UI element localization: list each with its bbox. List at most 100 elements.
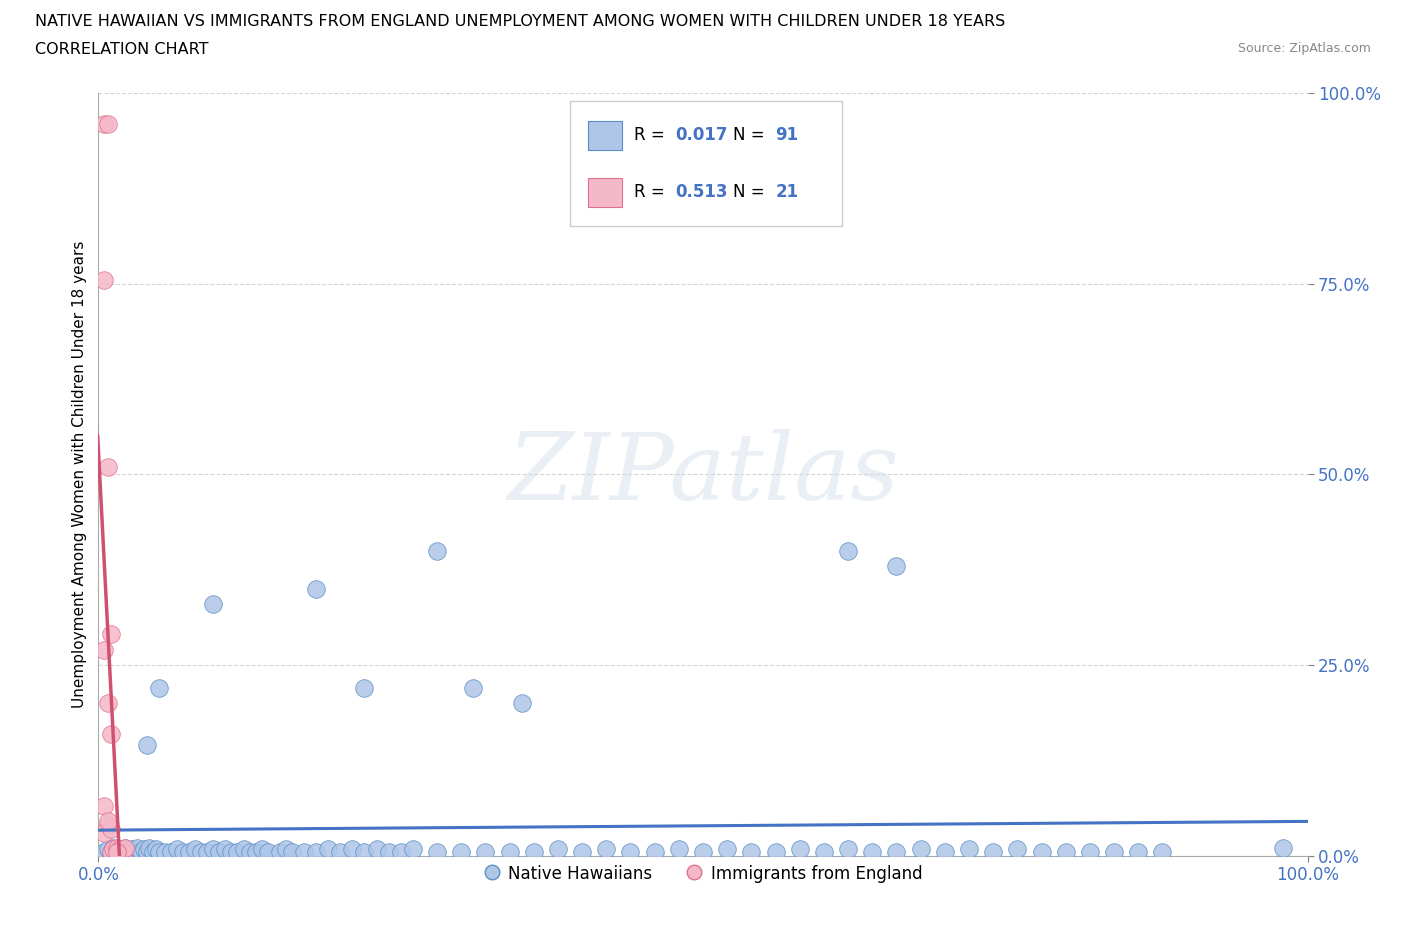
Point	[97, 817, 120, 832]
Point	[426, 844, 449, 859]
Point	[1031, 844, 1053, 859]
Point	[571, 844, 593, 859]
Point	[547, 842, 569, 857]
Point	[510, 696, 533, 711]
Point	[366, 842, 388, 857]
Point	[100, 844, 122, 859]
Point	[886, 844, 908, 859]
Point	[100, 627, 122, 642]
Text: Source: ZipAtlas.com: Source: ZipAtlas.com	[1237, 42, 1371, 55]
Point	[740, 844, 762, 859]
Point	[1128, 844, 1150, 859]
Point	[1054, 844, 1077, 859]
FancyBboxPatch shape	[569, 100, 842, 227]
Point	[97, 696, 120, 711]
Point	[100, 821, 122, 836]
Point	[105, 844, 128, 859]
Point	[118, 844, 141, 859]
Point	[190, 844, 212, 859]
Point	[108, 842, 131, 857]
Point	[208, 844, 231, 859]
Point	[145, 842, 167, 857]
Point	[1102, 844, 1125, 859]
Point	[93, 643, 115, 658]
Point	[1078, 844, 1101, 859]
Point	[166, 842, 188, 857]
Point	[221, 844, 243, 859]
Point	[135, 844, 157, 859]
Point	[129, 844, 152, 859]
Point	[93, 116, 115, 131]
Point	[498, 844, 520, 859]
Point	[957, 842, 980, 857]
Text: R =: R =	[634, 183, 671, 201]
Point	[111, 844, 134, 859]
Point	[97, 116, 120, 131]
Point	[1272, 841, 1295, 856]
Text: N =: N =	[734, 183, 770, 201]
Point	[765, 844, 787, 859]
Point	[93, 272, 115, 287]
Point	[226, 844, 249, 859]
Point	[886, 558, 908, 573]
Text: N =: N =	[734, 126, 770, 144]
Point	[353, 681, 375, 696]
Text: 21: 21	[776, 183, 799, 201]
Point	[153, 844, 176, 859]
Point	[353, 844, 375, 859]
Point	[250, 842, 273, 857]
Point	[1152, 844, 1174, 859]
Point	[910, 842, 932, 857]
Point	[426, 543, 449, 558]
Text: 91: 91	[776, 126, 799, 144]
Point	[274, 842, 297, 857]
Text: 0.513: 0.513	[675, 183, 728, 201]
Point	[134, 842, 156, 857]
Point	[934, 844, 956, 859]
Point	[256, 844, 278, 859]
Point	[135, 737, 157, 752]
Point	[523, 844, 546, 859]
Point	[1007, 842, 1029, 857]
Point	[813, 844, 835, 859]
Point	[160, 844, 183, 859]
Point	[474, 844, 496, 859]
Point	[329, 844, 352, 859]
Point	[232, 842, 254, 857]
Text: CORRELATION CHART: CORRELATION CHART	[35, 42, 208, 57]
Text: 0.017: 0.017	[675, 126, 728, 144]
Point	[105, 844, 128, 859]
Point	[179, 844, 201, 859]
Point	[668, 842, 690, 857]
Point	[377, 844, 399, 859]
Point	[97, 842, 120, 857]
Point	[619, 844, 641, 859]
Point	[148, 681, 170, 696]
Point	[305, 581, 328, 596]
Point	[860, 844, 883, 859]
Point	[692, 844, 714, 859]
Point	[195, 844, 218, 859]
Point	[316, 842, 339, 857]
Point	[269, 844, 291, 859]
Point	[389, 844, 412, 859]
Point	[97, 459, 120, 474]
Text: ZIPatlas: ZIPatlas	[508, 430, 898, 519]
Point	[100, 726, 122, 741]
Point	[101, 842, 124, 857]
Point	[114, 841, 136, 856]
Point	[148, 844, 170, 859]
Point	[716, 842, 738, 857]
Point	[402, 842, 425, 857]
Point	[214, 842, 236, 857]
Point	[463, 681, 485, 696]
Point	[342, 842, 364, 857]
Point	[127, 841, 149, 856]
Point	[114, 841, 136, 856]
Point	[837, 842, 859, 857]
Point	[124, 844, 146, 859]
FancyBboxPatch shape	[588, 121, 621, 150]
Point	[644, 844, 666, 859]
Point	[101, 841, 124, 856]
Point	[108, 842, 131, 857]
